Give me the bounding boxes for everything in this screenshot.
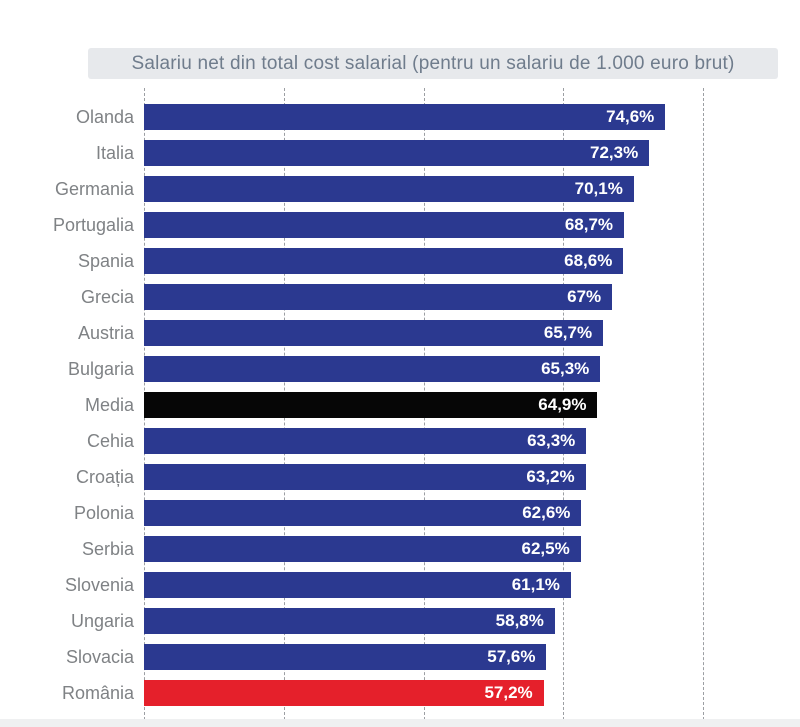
chart-row: Spania 68,6% bbox=[0, 243, 800, 279]
value-label: 64,9% bbox=[538, 395, 587, 414]
gridline-80 bbox=[703, 88, 704, 720]
category-label: Spania bbox=[77, 250, 134, 271]
value-label: 74,6% bbox=[606, 107, 655, 126]
chart-row: Olanda 74,6% bbox=[0, 99, 800, 135]
chart-row: Cehia 63,3% bbox=[0, 423, 800, 459]
bar-românia: 57,2% bbox=[144, 680, 544, 706]
value-label: 62,5% bbox=[521, 539, 570, 558]
chart-row: România 57,2% bbox=[0, 675, 800, 711]
chart-title: Salariu net din total cost salarial (pen… bbox=[88, 48, 778, 79]
value-label: 61,1% bbox=[511, 575, 560, 594]
bar-cehia: 63,3% bbox=[144, 428, 587, 454]
category-label: Slovacia bbox=[65, 646, 134, 667]
category-label: Austria bbox=[77, 322, 134, 343]
bar-media: 64,9% bbox=[144, 392, 598, 418]
bar-germania: 70,1% bbox=[144, 176, 634, 202]
chart-row: Italia 72,3% bbox=[0, 135, 800, 171]
category-label: Polonia bbox=[73, 502, 134, 523]
chart-row: Slovenia 61,1% bbox=[0, 567, 800, 603]
category-label: Olanda bbox=[75, 106, 134, 127]
chart-row: Slovacia 57,6% bbox=[0, 639, 800, 675]
value-label: 57,2% bbox=[484, 683, 533, 702]
value-label: 57,6% bbox=[487, 647, 536, 666]
category-label: Germania bbox=[54, 178, 134, 199]
bar-slovacia: 57,6% bbox=[144, 644, 547, 670]
category-label: Ungaria bbox=[70, 610, 134, 631]
chart-row: Polonia 62,6% bbox=[0, 495, 800, 531]
value-label: 72,3% bbox=[589, 143, 639, 162]
category-label: Portugalia bbox=[52, 214, 134, 235]
bar-rows: Olanda 74,6% Italia 72,3% Germania 70,1% Portu… bbox=[0, 99, 800, 711]
chart-row: Grecia 67% bbox=[0, 279, 800, 315]
chart-row: Ungaria 58,8% bbox=[0, 603, 800, 639]
chart-row: Bulgaria 65,3% bbox=[0, 351, 800, 387]
bar-austria: 65,7% bbox=[144, 320, 604, 346]
bar-olanda: 74,6% bbox=[144, 104, 666, 130]
chart-row: Germania 70,1% bbox=[0, 171, 800, 207]
category-label: Serbia bbox=[81, 538, 134, 559]
bar-portugalia: 68,7% bbox=[144, 212, 625, 238]
category-label: Slovenia bbox=[64, 574, 134, 595]
category-label: Media bbox=[84, 394, 134, 415]
category-label: Croația bbox=[75, 466, 134, 487]
bar-polonia: 62,6% bbox=[144, 500, 582, 526]
bar-serbia: 62,5% bbox=[144, 536, 581, 562]
bar-bulgaria: 65,3% bbox=[144, 356, 601, 382]
value-label: 62,6% bbox=[522, 503, 571, 522]
value-label: 63,3% bbox=[527, 431, 576, 450]
value-label: 68,7% bbox=[564, 215, 614, 234]
value-label: 67% bbox=[567, 287, 602, 306]
bar-croația: 63,2% bbox=[144, 464, 586, 490]
bar-slovenia: 61,1% bbox=[144, 572, 571, 598]
bottom-edge-band bbox=[0, 719, 800, 727]
category-label: Bulgaria bbox=[67, 358, 134, 379]
chart-row: Portugalia 68,7% bbox=[0, 207, 800, 243]
category-label: Grecia bbox=[80, 286, 134, 307]
bar-grecia: 67% bbox=[144, 284, 613, 310]
value-label: 65,3% bbox=[541, 359, 590, 378]
value-label: 63,2% bbox=[526, 467, 575, 486]
value-label: 58,8% bbox=[495, 611, 544, 630]
bar-spania: 68,6% bbox=[144, 248, 624, 274]
chart-row: Media 64,9% bbox=[0, 387, 800, 423]
value-label: 70,1% bbox=[574, 179, 623, 198]
bar-italia: 72,3% bbox=[144, 140, 650, 166]
bar-ungaria: 58,8% bbox=[144, 608, 555, 634]
category-label: Italia bbox=[95, 142, 134, 163]
value-label: 65,7% bbox=[543, 323, 593, 342]
chart-row: Serbia 62,5% bbox=[0, 531, 800, 567]
value-label: 68,6% bbox=[564, 251, 613, 270]
category-label: România bbox=[61, 682, 134, 703]
chart-row: Croația 63,2% bbox=[0, 459, 800, 495]
category-label: Cehia bbox=[86, 430, 134, 451]
chart-row: Austria 65,7% bbox=[0, 315, 800, 351]
